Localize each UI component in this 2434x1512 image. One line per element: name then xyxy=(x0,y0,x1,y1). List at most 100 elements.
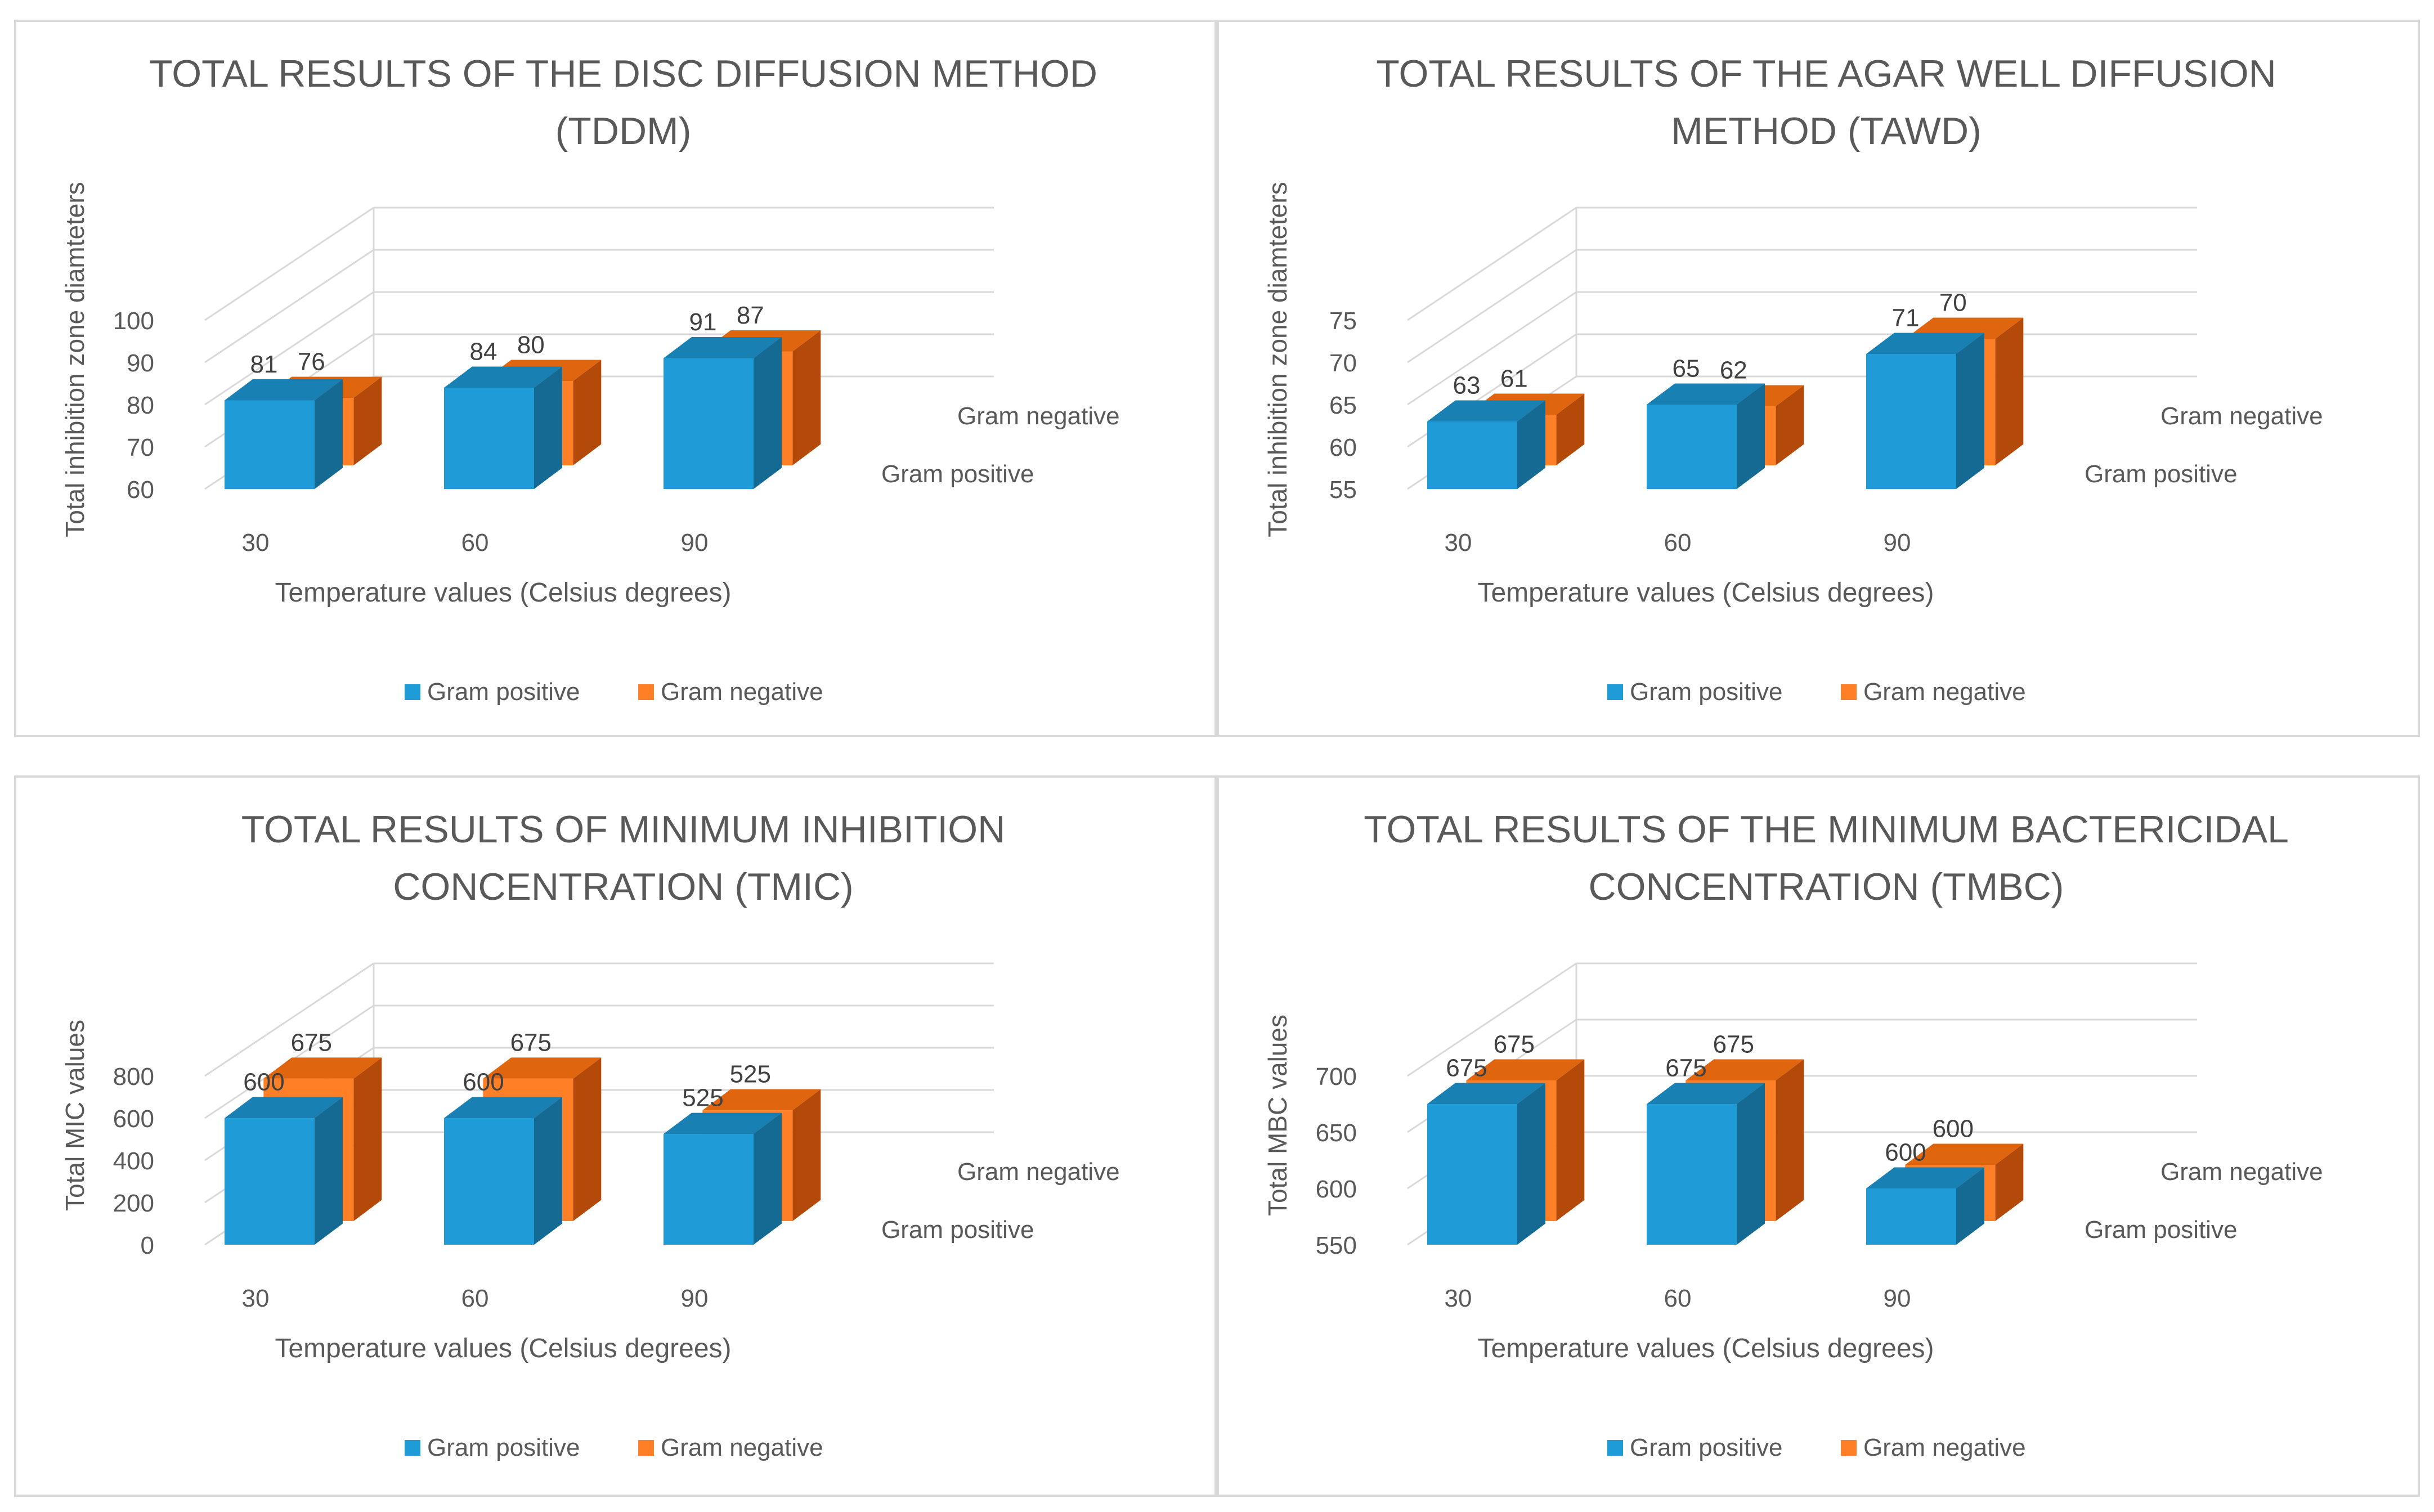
bar-gram-positive-30-side xyxy=(1517,1083,1545,1245)
bar-gram-negative-30-top xyxy=(1466,1059,1585,1080)
y-tick-label: 200 xyxy=(113,1190,154,1217)
y-tick-label: 700 xyxy=(1316,1063,1357,1091)
grid-diagonal xyxy=(204,962,374,1077)
x-tick-label: 60 xyxy=(1664,529,1692,557)
bar-gram-positive-60-top xyxy=(1647,383,1765,405)
data-label: 675 xyxy=(1446,1055,1487,1082)
data-label: 675 xyxy=(1665,1055,1706,1082)
y-tick-label: 55 xyxy=(1329,476,1357,504)
bar-gram-positive-30-top xyxy=(1427,1083,1545,1104)
chart-title-line-0: TOTAL RESULTS OF THE AGAR WELL DIFFUSION xyxy=(1376,52,2276,95)
y-axis-label: Total MIC values xyxy=(60,1020,89,1211)
y-tick-label: 650 xyxy=(1316,1119,1357,1147)
data-label: 675 xyxy=(1713,1031,1754,1058)
legend-swatch-gram-negative xyxy=(638,1440,654,1456)
x-tick-label: 90 xyxy=(1884,529,1911,557)
bar-gram-negative-90-top xyxy=(702,1089,821,1111)
chart-panel-tddm: TOTAL RESULTS OF THE DISC DIFFUSION METH… xyxy=(14,20,1217,737)
data-label: 87 xyxy=(737,302,764,329)
bar-gram-positive-30-side xyxy=(315,379,343,489)
bar-gram-positive-60-side xyxy=(534,366,562,489)
bar-gram-positive-30 xyxy=(1427,421,1517,489)
chart-title-line-1: CONCENTRATION (TMIC) xyxy=(393,865,853,908)
data-label: 91 xyxy=(689,308,717,336)
x-tick-label: 90 xyxy=(1884,1285,1911,1312)
bar-gram-negative-60-side xyxy=(573,1057,602,1221)
chart-title-line-0: TOTAL RESULTS OF THE DISC DIFFUSION METH… xyxy=(149,52,1097,95)
y-tick-label: 60 xyxy=(127,476,154,504)
bar-gram-positive-90 xyxy=(664,358,754,489)
bar-gram-negative-60-top xyxy=(1686,1059,1804,1080)
y-tick-label: 70 xyxy=(1329,349,1357,377)
grid-diagonal xyxy=(204,207,374,321)
bar-gram-positive-90-top xyxy=(664,337,782,358)
depth-label-gram-positive: Gram positive xyxy=(881,1216,1034,1244)
chart-svg-tmbc: TOTAL RESULTS OF THE MINIMUM BACTERICIDA… xyxy=(1263,808,2323,1461)
legend-swatch-gram-negative xyxy=(1841,684,1857,700)
data-label: 76 xyxy=(298,348,325,376)
y-tick-label: 75 xyxy=(1329,307,1357,335)
data-label: 600 xyxy=(1885,1139,1926,1166)
data-label: 81 xyxy=(250,351,278,378)
chart-panel-tmbc: TOTAL RESULTS OF THE MINIMUM BACTERICIDA… xyxy=(1217,775,2420,1497)
data-label: 675 xyxy=(510,1029,552,1056)
grid-diagonal xyxy=(204,291,374,406)
bar-gram-positive-90-top xyxy=(1866,333,1984,354)
bar-gram-negative-90-side xyxy=(792,330,821,465)
x-tick-label: 30 xyxy=(242,529,270,557)
bar-gram-positive-90 xyxy=(1866,354,1956,489)
depth-label-gram-positive: Gram positive xyxy=(2085,460,2237,488)
bar-gram-positive-30-top xyxy=(225,379,343,401)
depth-label-gram-positive: Gram positive xyxy=(881,460,1034,488)
legend-swatch-gram-negative xyxy=(1841,1440,1857,1456)
y-tick-label: 60 xyxy=(1329,434,1357,461)
depth-label-gram-negative: Gram negative xyxy=(957,1158,1120,1186)
y-tick-label: 65 xyxy=(1329,392,1357,419)
grid-diagonal xyxy=(1407,291,1577,406)
bar-gram-positive-30-side xyxy=(1517,400,1545,489)
legend-label-gram-negative: Gram negative xyxy=(661,678,823,706)
data-label: 63 xyxy=(1453,372,1481,400)
grid-diagonal xyxy=(1407,207,1577,321)
bar-gram-negative-30-side xyxy=(353,1057,382,1221)
data-label: 61 xyxy=(1500,365,1528,393)
x-axis-label: Temperature values (Celsius degrees) xyxy=(1477,578,1934,608)
x-axis-label: Temperature values (Celsius degrees) xyxy=(1477,1334,1934,1363)
y-tick-label: 0 xyxy=(141,1232,154,1259)
bar-gram-positive-60 xyxy=(1647,1104,1737,1245)
y-tick-label: 600 xyxy=(1316,1175,1357,1203)
bar-gram-positive-90 xyxy=(1866,1188,1956,1245)
chart-title-line-1: (TDDM) xyxy=(555,110,692,152)
x-axis-label: Temperature values (Celsius degrees) xyxy=(275,1334,731,1363)
data-label: 84 xyxy=(470,338,497,366)
data-label: 80 xyxy=(517,331,545,359)
x-tick-label: 30 xyxy=(242,1285,270,1312)
data-label: 62 xyxy=(1720,357,1747,384)
depth-label-gram-negative: Gram negative xyxy=(2160,402,2323,430)
legend-swatch-gram-positive xyxy=(1607,684,1623,700)
y-axis-label: Total inhibition zone diamteters xyxy=(60,182,89,537)
grid-diagonal xyxy=(204,249,374,364)
data-label: 65 xyxy=(1673,355,1700,383)
x-tick-label: 30 xyxy=(1445,1285,1472,1312)
bar-gram-negative-30-top xyxy=(263,1057,382,1079)
bar-gram-positive-30-top xyxy=(225,1097,343,1118)
chart-title-line-1: CONCENTRATION (TMBC) xyxy=(1589,865,2064,908)
y-axis-label: Total MBC values xyxy=(1263,1015,1292,1216)
y-axis-label: Total inhibition zone diamteters xyxy=(1263,182,1292,537)
bar-gram-negative-60-side xyxy=(573,360,602,465)
chart-panel-tmic: TOTAL RESULTS OF MINIMUM INHIBITION CONCE… xyxy=(14,775,1217,1497)
bar-gram-positive-60 xyxy=(1647,405,1737,489)
x-tick-label: 60 xyxy=(461,529,489,557)
y-tick-label: 600 xyxy=(113,1105,154,1133)
bar-gram-positive-90 xyxy=(664,1134,754,1245)
data-label: 525 xyxy=(682,1084,723,1112)
x-tick-label: 90 xyxy=(681,1285,709,1312)
chart-title-line-1: METHOD (TAWD) xyxy=(1671,110,1981,152)
bar-gram-negative-60-side xyxy=(1776,1059,1804,1221)
bar-gram-positive-60-top xyxy=(444,366,562,388)
data-label: 675 xyxy=(1494,1031,1535,1058)
depth-label-gram-positive: Gram positive xyxy=(2085,1216,2237,1244)
chart-panel-tawd: TOTAL RESULTS OF THE AGAR WELL DIFFUSION… xyxy=(1217,20,2420,737)
y-tick-label: 70 xyxy=(127,434,154,461)
